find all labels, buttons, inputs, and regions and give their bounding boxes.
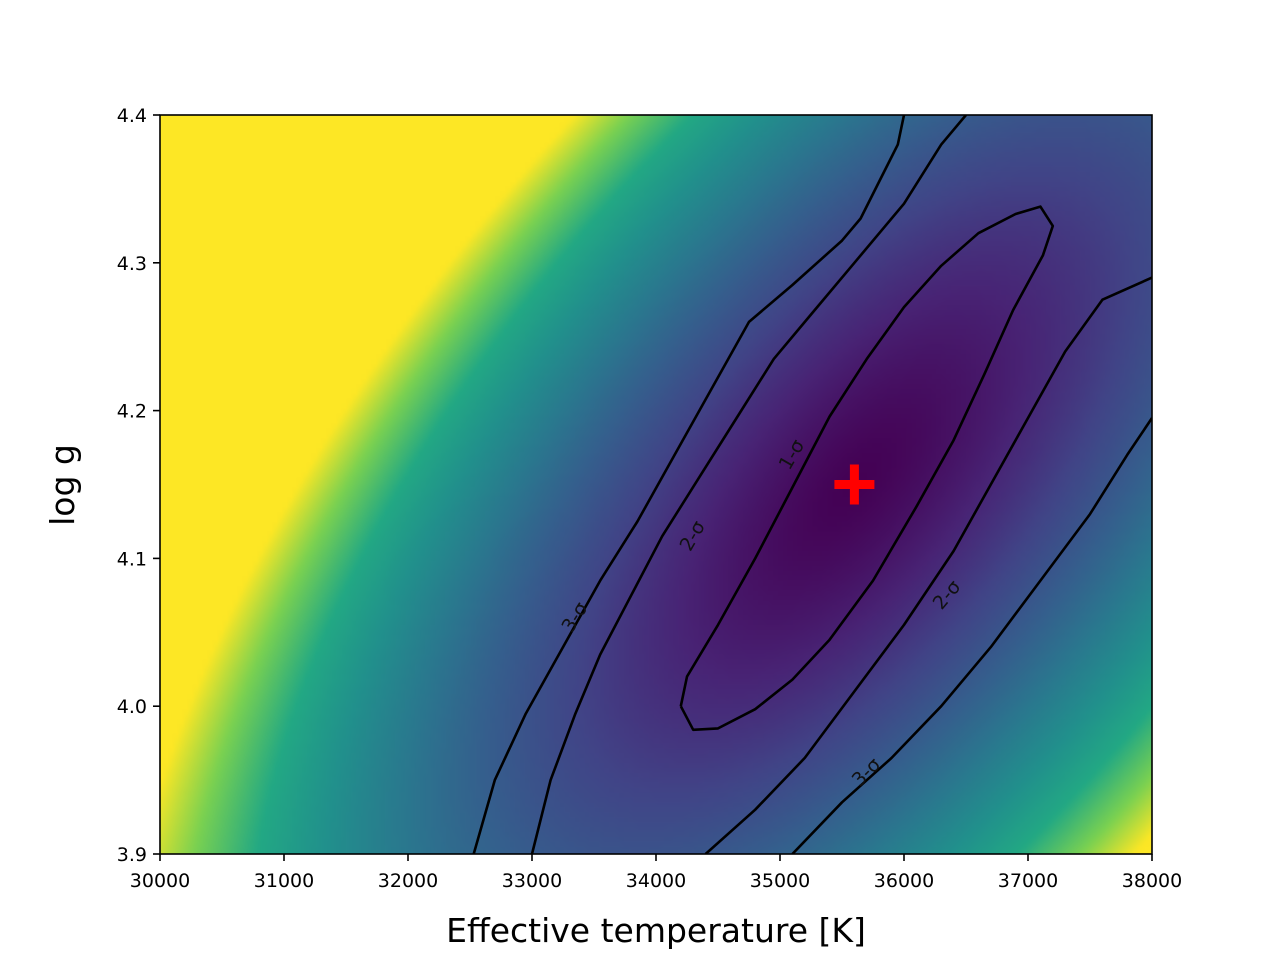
x-tick-label: 32000 — [378, 870, 438, 892]
contour-line — [791, 417, 1152, 854]
contour-line — [530, 115, 967, 854]
y-tick-label: 3.9 — [117, 844, 147, 866]
y-axis: 3.9 4.0 4.1 4.2 4.3 4.4 — [117, 105, 160, 866]
contour-line — [679, 205, 1055, 732]
x-tick-label: 36000 — [874, 870, 934, 892]
y-tick-label: 4.0 — [117, 696, 147, 718]
y-tick-label: 4.3 — [117, 253, 147, 275]
x-tick-label: 33000 — [502, 870, 562, 892]
y-axis-title: log g — [43, 444, 82, 526]
x-tick-label: 31000 — [254, 870, 314, 892]
y-tick-label: 4.4 — [117, 105, 147, 127]
x-axis: 30000 31000 32000 33000 34000 35000 36000 37000… — [130, 854, 1182, 892]
y-tick-label: 4.2 — [117, 401, 147, 423]
x-tick-label: 34000 — [626, 870, 686, 892]
y-tick-label: 4.1 — [117, 548, 147, 570]
chi-square-heatmap — [160, 115, 1152, 854]
contour-lines — [472, 115, 1152, 854]
x-tick-label: 37000 — [998, 870, 1058, 892]
x-tick-label: 30000 — [130, 870, 190, 892]
contour-line — [704, 276, 1152, 854]
best-fit-marker — [834, 464, 875, 505]
x-tick-label: 38000 — [1122, 870, 1182, 892]
plot-area: 1-σ2-σ2-σ3-σ3-σ — [159, 114, 1153, 855]
contour-line — [472, 115, 906, 854]
x-axis-title: Effective temperature [K] — [446, 911, 866, 950]
x-tick-label: 35000 — [750, 870, 810, 892]
